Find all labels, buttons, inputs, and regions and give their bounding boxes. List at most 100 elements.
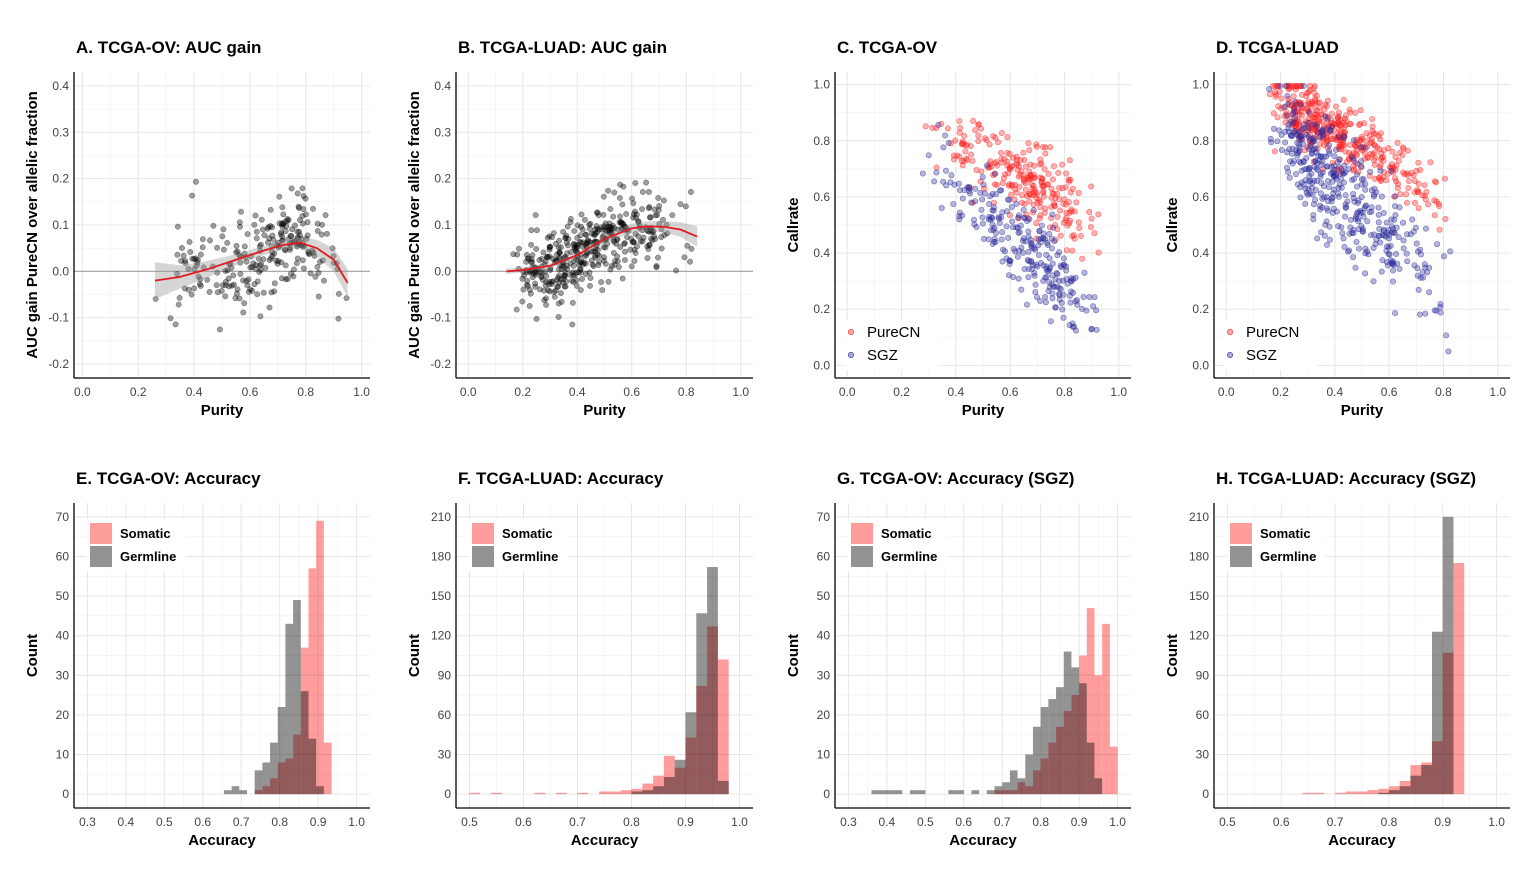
scatter-point [556,272,563,279]
scatter-point-sgz [1314,123,1321,130]
scatter-point-sgz [1052,276,1059,283]
scatter-point-sgz [1445,348,1452,355]
scatter-point [216,326,223,333]
scatter-point [551,293,558,300]
scatter-point [623,210,630,217]
hist-bar-somatic [1313,792,1325,795]
scatter-point [304,232,311,239]
scatter-point [630,200,637,207]
scatter-point-sgz [980,235,987,242]
scatter-point-sgz [1412,224,1419,231]
scatter-point-sgz [1372,241,1379,248]
x-tick-label: 0.9 [1071,815,1088,829]
scatter-point-sgz [1025,274,1032,281]
scatter-point [644,255,651,262]
scatter-point-purecn [1372,154,1379,161]
scatter-point [191,256,198,263]
scatter-point-purecn [1059,161,1066,168]
scatter-point [617,213,623,220]
scatter-point [632,250,639,256]
scatter-point-sgz [1028,242,1035,249]
x-tick-label: 0.9 [310,815,327,829]
scatter-point [617,181,624,188]
scatter-point-sgz [1396,265,1403,272]
x-tick-label: 0.8 [1032,815,1049,829]
hist-bar-somatic [599,791,610,795]
scatter-point-purecn [1351,166,1358,173]
scatter-point-sgz [1021,266,1028,273]
scatter-point [175,301,182,308]
scatter-point-sgz [1046,230,1053,237]
scatter-point [595,212,602,219]
hist-bar-germline [879,790,887,795]
scatter-point-sgz [1280,104,1287,111]
scatter-point-purecn [1311,100,1318,107]
legend-key-germline [90,546,112,567]
scatter-point-sgz [1301,121,1308,128]
scatter-point [578,258,585,265]
scatter-point-sgz [1296,134,1303,141]
scatter-point-purecn [1042,144,1049,151]
y-axis-label: AUC gain PureCN over allelic fraction [406,91,423,359]
scatter-point-sgz [1370,278,1377,285]
scatter-point [528,259,535,266]
scatter-point [266,304,273,311]
scatter-point [236,219,243,226]
scatter-point [174,223,181,230]
scatter-point-sgz [1354,199,1361,206]
scatter-point-purecn [944,125,951,132]
scatter-point-sgz [990,204,997,211]
scatter-point-purecn [1270,110,1277,117]
scatter-point-sgz [1300,159,1307,166]
scatter-point-sgz [1416,311,1423,318]
scatter-point-sgz [1305,125,1312,132]
scatter-point [197,251,204,258]
scatter-point [222,267,229,274]
scatter-point [523,251,530,258]
scatter-point-purecn [1029,186,1036,193]
scatter-point-purecn [1333,103,1340,110]
scatter-point-purecn [1044,181,1051,188]
scatter-point-purecn [1022,163,1029,170]
scatter-point-purecn [1340,96,1347,103]
x-tick-label: 0.7 [569,815,586,829]
scatter-point-sgz [1317,173,1324,180]
scatter-point-sgz [1009,218,1016,225]
legend-label-sgz: SGZ [867,347,898,364]
scatter-point-purecn [1025,140,1032,147]
y-tick-label: 0.0 [813,358,830,372]
x-tick-label: 0.4 [118,815,135,829]
scatter-point-sgz [1024,218,1031,225]
scatter-point [616,195,623,201]
scatter-point [224,239,231,246]
scatter-point-sgz [1324,115,1331,122]
scatter-point [563,239,570,246]
scatter-point [682,203,689,210]
hist-bar-germline [300,691,309,795]
scatter-point [224,267,231,274]
scatter-point-purecn [1040,193,1047,200]
scatter-point [561,269,568,276]
scatter-point-purecn [1008,191,1015,198]
scatter-point-purecn [970,117,977,124]
scatter-point-sgz [1384,229,1391,236]
scatter-point-sgz [1321,194,1328,201]
scatter-point [611,189,618,196]
scatter-point-sgz [1291,109,1298,116]
x-tick-label: 0.8 [271,815,288,829]
scatter-point-sgz [1312,187,1319,194]
scatter-point-sgz [991,224,998,231]
scatter-point-sgz [1057,262,1064,269]
y-tick-label: 30 [438,748,452,762]
scatter-point-purecn [975,121,982,128]
scatter-point-sgz [1064,280,1071,287]
scatter-point-purecn [959,140,966,147]
hist-bar-germline [1002,782,1010,795]
scatter-point [199,236,206,243]
scatter-point-purecn [1033,235,1040,242]
scatter-point-sgz [935,121,942,128]
scatter-point [210,222,217,229]
scatter-point-purecn [922,123,929,130]
x-tick-label: 0.8 [1056,385,1073,399]
scatter-point [579,276,586,282]
